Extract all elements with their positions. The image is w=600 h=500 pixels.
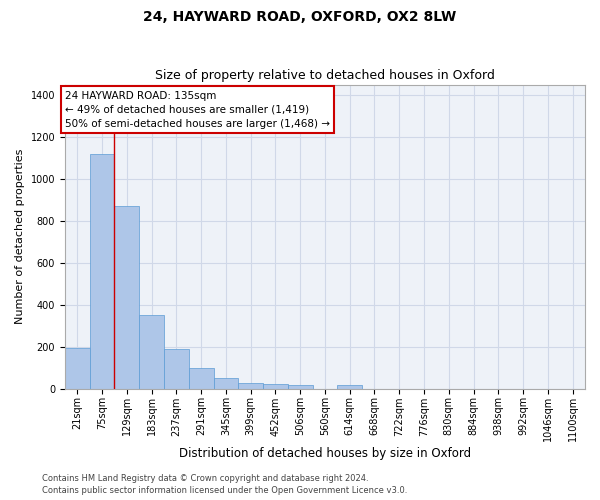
- Bar: [115, 206, 139, 388]
- Bar: [164, 348, 189, 389]
- Bar: [89, 154, 115, 388]
- Bar: [189, 368, 214, 388]
- Bar: [238, 384, 263, 388]
- Bar: [263, 384, 288, 388]
- Bar: [288, 385, 313, 388]
- Bar: [337, 386, 362, 388]
- Text: Contains HM Land Registry data © Crown copyright and database right 2024.
Contai: Contains HM Land Registry data © Crown c…: [42, 474, 407, 495]
- Bar: [214, 378, 238, 388]
- Text: 24, HAYWARD ROAD, OXFORD, OX2 8LW: 24, HAYWARD ROAD, OXFORD, OX2 8LW: [143, 10, 457, 24]
- Bar: [139, 315, 164, 388]
- Bar: [65, 348, 89, 389]
- Y-axis label: Number of detached properties: Number of detached properties: [15, 149, 25, 324]
- Title: Size of property relative to detached houses in Oxford: Size of property relative to detached ho…: [155, 69, 495, 82]
- Text: 24 HAYWARD ROAD: 135sqm
← 49% of detached houses are smaller (1,419)
50% of semi: 24 HAYWARD ROAD: 135sqm ← 49% of detache…: [65, 90, 330, 128]
- X-axis label: Distribution of detached houses by size in Oxford: Distribution of detached houses by size …: [179, 447, 471, 460]
